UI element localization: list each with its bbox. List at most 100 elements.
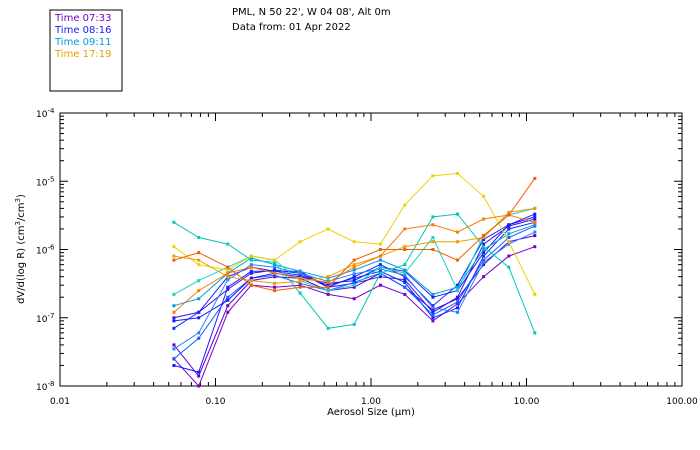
data-point <box>197 331 201 335</box>
data-point <box>172 292 176 296</box>
data-point <box>482 260 486 264</box>
data-point <box>456 240 459 244</box>
data-point <box>431 304 435 308</box>
data-point <box>378 258 382 262</box>
data-point <box>197 263 201 267</box>
data-point <box>172 357 176 361</box>
data-point <box>456 172 459 175</box>
data-point <box>226 275 230 279</box>
data-point <box>273 289 277 293</box>
data-point <box>507 236 511 239</box>
data-point <box>326 285 330 289</box>
data-point <box>172 347 176 351</box>
data-point <box>378 263 382 267</box>
data-point <box>456 302 459 306</box>
data-point <box>431 316 435 320</box>
data-point <box>456 285 459 289</box>
data-point <box>403 227 407 231</box>
data-point <box>482 251 486 255</box>
data-point <box>326 289 330 293</box>
y-axis-label: dV/d(log R) (cm3/cm3) <box>14 194 27 304</box>
data-point <box>172 343 176 347</box>
data-point <box>249 283 253 287</box>
legend-entry: Time 07:33 <box>54 13 111 24</box>
data-point <box>431 295 435 299</box>
data-point <box>507 232 511 236</box>
data-point <box>403 280 407 284</box>
data-point <box>249 265 253 269</box>
data-point <box>352 265 356 269</box>
data-point <box>378 271 382 275</box>
data-point <box>273 281 277 285</box>
data-point <box>507 242 511 246</box>
data-point <box>507 213 511 217</box>
data-point <box>172 364 176 367</box>
data-point <box>456 300 459 304</box>
y-tick-label: 10-8 <box>36 380 54 393</box>
y-tick-label: 10-7 <box>36 312 54 325</box>
data-point <box>533 292 537 296</box>
data-point <box>226 242 230 246</box>
data-point <box>197 297 201 301</box>
data-point <box>352 268 356 272</box>
data-point <box>482 254 486 258</box>
data-point <box>172 326 176 330</box>
data-point <box>273 271 277 275</box>
data-point <box>507 227 511 231</box>
data-point <box>226 268 230 272</box>
data-point <box>197 289 201 293</box>
data-point <box>197 370 201 374</box>
data-point <box>456 230 459 234</box>
data-point <box>378 275 382 279</box>
data-point <box>403 271 407 275</box>
data-point <box>403 245 407 249</box>
data-point <box>249 279 253 283</box>
data-point <box>403 278 407 282</box>
data-point <box>352 283 356 287</box>
data-point <box>431 236 435 239</box>
data-point <box>249 271 253 275</box>
data-point <box>197 251 201 255</box>
data-point <box>378 242 382 246</box>
data-point <box>273 265 277 269</box>
data-point <box>273 263 277 267</box>
data-point <box>482 194 486 198</box>
data-point <box>431 306 435 310</box>
data-point <box>298 285 302 289</box>
data-point <box>533 220 537 224</box>
data-point <box>456 289 459 293</box>
data-point <box>172 310 176 314</box>
x-axis-label: Aerosol Size (μm) <box>327 407 415 418</box>
data-point <box>431 240 435 244</box>
legend-entry: Time 17:19 <box>54 49 111 60</box>
data-point <box>431 248 435 251</box>
data-point <box>456 258 459 262</box>
data-point <box>431 310 435 314</box>
date-subtitle: Data from: 01 Apr 2022 <box>232 22 351 33</box>
data-point <box>352 240 356 244</box>
data-point <box>533 245 537 249</box>
data-point <box>326 280 330 284</box>
data-point <box>507 254 511 258</box>
data-point <box>378 248 382 251</box>
data-point <box>226 285 230 289</box>
data-point <box>431 174 435 178</box>
data-point <box>298 271 302 275</box>
data-point <box>403 292 407 296</box>
data-point <box>403 248 407 251</box>
series-s08 <box>172 230 537 351</box>
data-point <box>533 212 537 216</box>
data-point <box>431 292 435 296</box>
data-point <box>226 298 230 302</box>
data-point <box>507 223 511 227</box>
y-tick-label: 10-6 <box>36 244 55 257</box>
data-point <box>226 295 230 299</box>
data-point <box>249 269 253 273</box>
data-point <box>197 316 201 320</box>
data-point <box>431 215 435 219</box>
data-point <box>533 217 537 221</box>
data-point <box>456 283 459 287</box>
data-point <box>226 271 230 275</box>
data-point <box>326 326 330 330</box>
